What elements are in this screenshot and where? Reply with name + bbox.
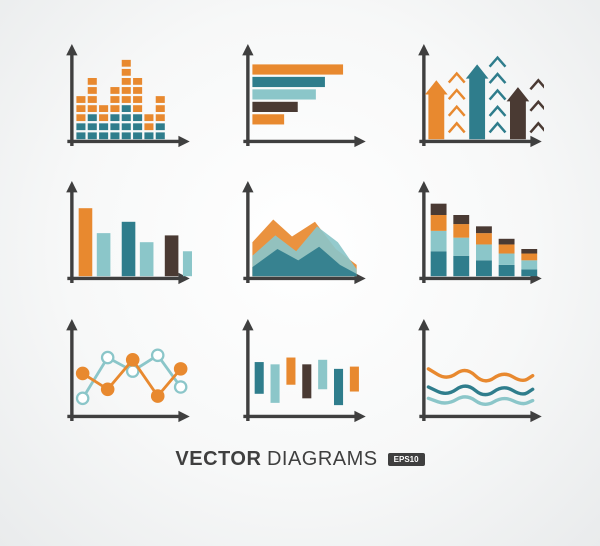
chart-stacked-bars	[408, 181, 544, 294]
title-light: DIAGRAMS	[267, 448, 378, 470]
page-title: VECTOR DIAGRAMS	[175, 448, 377, 471]
chart-area	[232, 181, 368, 294]
chart-hbars	[232, 44, 368, 157]
charts-grid	[0, 0, 600, 420]
chart-equalizer	[56, 44, 192, 157]
chart-wavy-lines	[408, 319, 544, 432]
title-bold: VECTOR	[175, 448, 261, 470]
eps-badge: EPS10	[388, 453, 425, 467]
title-row: VECTOR DIAGRAMS EPS10	[0, 448, 600, 471]
chart-paired-bars	[56, 181, 192, 294]
chart-candlestick	[232, 319, 368, 432]
chart-arrows-up	[408, 44, 544, 157]
chart-line-markers	[56, 319, 192, 432]
